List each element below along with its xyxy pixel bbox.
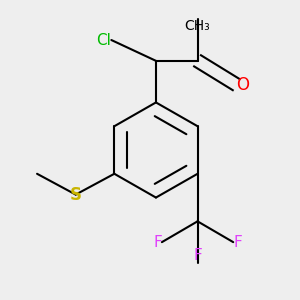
Text: CH₃: CH₃	[185, 19, 210, 33]
Text: Cl: Cl	[97, 32, 111, 47]
Text: O: O	[236, 76, 249, 94]
Text: F: F	[233, 235, 242, 250]
Text: F: F	[153, 235, 162, 250]
Text: F: F	[193, 248, 202, 263]
Text: S: S	[70, 186, 82, 204]
